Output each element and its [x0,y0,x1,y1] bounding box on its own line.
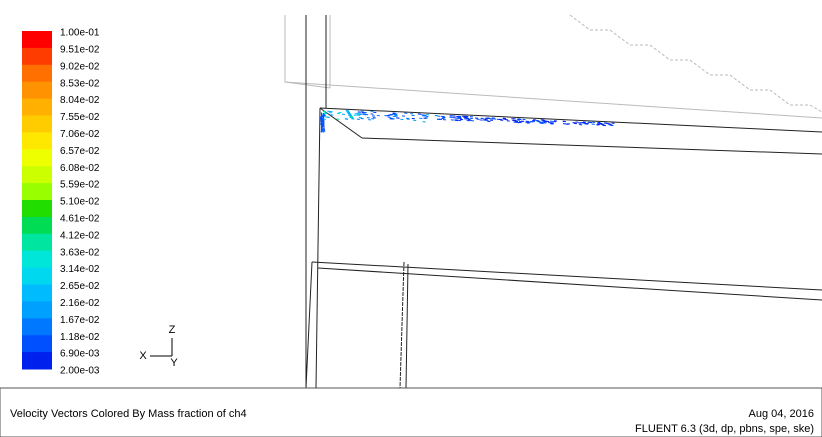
vector-field [320,110,615,132]
color-band [22,82,52,99]
color-band [22,335,52,352]
legend-label: 8.53e-02 [60,78,100,89]
color-band [22,352,52,369]
legend-label: 6.90e-03 [60,349,100,360]
legend-label: 8.04e-02 [60,95,100,106]
legend-label: 9.02e-02 [60,61,100,72]
color-band [22,116,52,133]
legend-label: 5.59e-02 [60,180,100,191]
legend-label: 5.10e-02 [60,197,100,208]
footer-title: Velocity Vectors Colored By Mass fractio… [10,408,247,420]
legend-label: 1.67e-02 [60,315,100,326]
color-band [22,183,52,200]
geometry [285,15,822,388]
color-band [22,31,52,48]
footer-date: Aug 04, 2016 [749,408,814,420]
color-band [22,285,52,302]
legend-label: 2.65e-02 [60,281,100,292]
color-band [22,200,52,217]
color-band [22,301,52,318]
legend-label: 2.00e-03 [60,366,100,377]
vector [321,131,322,132]
legend-label: 6.57e-02 [60,146,100,157]
color-band [22,234,52,251]
y-label: Y [170,357,178,369]
legend-label: 4.12e-02 [60,230,100,241]
legend-label: 4.61e-02 [60,214,100,225]
legend-label: 1.00e-01 [60,28,100,39]
color-band [22,99,52,116]
page: 1.00e-01 9.51e-02 9.02e-02 8.53e-02 8.04e-02… [0,0,822,437]
legend-label: 3.63e-02 [60,247,100,258]
color-band [22,48,52,65]
color-band [22,166,52,183]
z-label: Z [169,324,176,336]
color-band [22,251,52,268]
legend-label: 1.18e-02 [60,332,100,343]
axis-triad: Z X Y [139,324,178,369]
legend-label: 3.14e-02 [60,264,100,275]
legend-label: 6.08e-02 [60,163,100,174]
legend-label: 9.51e-02 [60,45,100,56]
legend-label: 7.55e-02 [60,112,100,123]
color-band [22,318,52,335]
x-label: X [139,350,147,362]
footer-solver: FLUENT 6.3 (3d, dp, pbns, spe, ske) [635,423,814,435]
color-band [22,65,52,82]
color-legend: 1.00e-01 9.51e-02 9.02e-02 8.53e-02 8.04e-02… [22,28,100,377]
legend-label: 7.06e-02 [60,129,100,140]
color-band [22,268,52,285]
color-band [22,149,52,166]
color-band [22,217,52,234]
legend-label: 2.16e-02 [60,298,100,309]
color-band [22,132,52,149]
